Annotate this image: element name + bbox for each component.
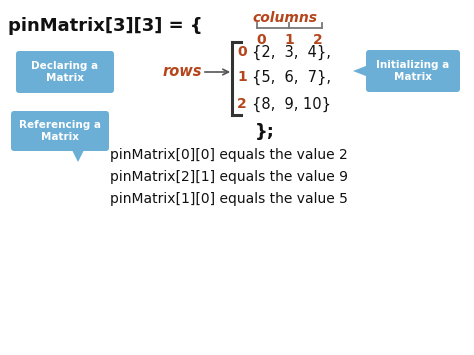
Text: 2: 2 xyxy=(313,33,323,47)
Text: {5,  6,  7},: {5, 6, 7}, xyxy=(252,70,331,85)
Text: 2: 2 xyxy=(237,97,247,111)
Text: pinMatrix[2][1] equals the value 9: pinMatrix[2][1] equals the value 9 xyxy=(110,170,348,184)
Polygon shape xyxy=(353,64,371,78)
Text: {8,  9, 10}: {8, 9, 10} xyxy=(252,97,331,112)
Text: Declaring a
Matrix: Declaring a Matrix xyxy=(31,61,99,83)
Text: columns: columns xyxy=(253,11,318,25)
Text: 1: 1 xyxy=(284,33,294,47)
FancyBboxPatch shape xyxy=(366,50,460,92)
Text: 1: 1 xyxy=(237,70,247,84)
Text: 0: 0 xyxy=(237,45,247,59)
FancyBboxPatch shape xyxy=(11,111,109,151)
Polygon shape xyxy=(70,146,86,162)
Polygon shape xyxy=(75,56,91,68)
FancyBboxPatch shape xyxy=(16,51,114,93)
Text: {2,  3,  4},: {2, 3, 4}, xyxy=(252,45,331,60)
Text: rows: rows xyxy=(162,65,202,80)
Text: pinMatrix[1][0] equals the value 5: pinMatrix[1][0] equals the value 5 xyxy=(110,192,348,206)
Text: pinMatrix[3][3] = {: pinMatrix[3][3] = { xyxy=(8,17,203,35)
Text: Initializing a
Matrix: Initializing a Matrix xyxy=(376,60,450,82)
Text: 0: 0 xyxy=(256,33,266,47)
Text: pinMatrix[0][0] equals the value 2: pinMatrix[0][0] equals the value 2 xyxy=(110,148,348,162)
Text: Referencing a
Matrix: Referencing a Matrix xyxy=(19,120,101,142)
Text: };: }; xyxy=(255,123,275,141)
